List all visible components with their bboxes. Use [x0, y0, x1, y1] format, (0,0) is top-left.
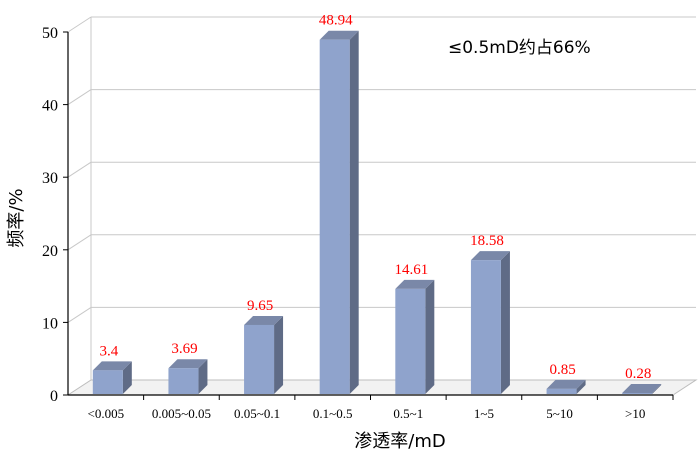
bar-side	[500, 251, 510, 394]
annotation-text: ≤0.5mD约占66%	[448, 38, 591, 58]
bar-top	[622, 383, 662, 393]
gridlines	[66, 16, 698, 396]
gridline-side	[67, 16, 92, 33]
gridline-side	[67, 306, 92, 323]
x-tick-label: 0.1~0.5	[313, 406, 353, 421]
x-tick-label: >10	[625, 406, 645, 421]
bar-side	[349, 30, 359, 395]
y-tick-labels: 0 10 20 30 40 50	[42, 25, 58, 405]
gridline-side	[67, 234, 92, 251]
bars	[92, 30, 662, 395]
data-label: 3.69	[171, 341, 197, 357]
y-tick-label: 30	[42, 170, 58, 187]
y-tick-label: 0	[50, 388, 58, 405]
y-axis-title: 频率/%	[6, 188, 27, 247]
bar-front	[395, 288, 426, 394]
bar-side	[652, 383, 662, 394]
gridline-side	[67, 89, 92, 106]
bar-top	[244, 315, 284, 325]
bar-front	[470, 260, 501, 394]
data-label: 48.94	[319, 13, 353, 29]
y-tick-label: 40	[42, 98, 58, 115]
bar	[168, 359, 208, 394]
data-label: 0.28	[625, 366, 651, 382]
data-label: 14.61	[394, 262, 428, 278]
x-tick-label: 0.005~0.05	[152, 406, 211, 421]
bar-front	[546, 388, 577, 394]
gridline-side	[67, 161, 92, 178]
bar-top	[395, 279, 435, 289]
bar	[319, 30, 359, 395]
bar	[92, 361, 132, 394]
data-label: 0.85	[549, 362, 575, 378]
bar-front	[319, 39, 350, 395]
bar-top	[470, 251, 510, 261]
bar-top	[319, 30, 359, 40]
x-tick-label: 0.5~1	[393, 406, 423, 421]
bar-side	[122, 361, 132, 394]
x-tick-label: 5~10	[546, 406, 573, 421]
bar-front	[622, 392, 653, 394]
x-tick-label: 0.05~0.1	[234, 406, 280, 421]
bar-top	[168, 359, 208, 369]
y-tick-label: 50	[42, 25, 58, 42]
x-tick-labels: <0.005 0.005~0.05 0.05~0.1 0.1~0.5 0.5~1 1~5 5…	[88, 406, 646, 421]
bar	[470, 251, 510, 394]
data-label: 3.4	[99, 343, 118, 359]
x-tick-label: <0.005	[88, 406, 125, 421]
bar-top	[546, 379, 586, 389]
bar	[622, 383, 662, 394]
data-label: 18.58	[470, 233, 504, 249]
y-tick-label: 20	[42, 243, 58, 260]
bar-side	[576, 379, 586, 394]
chart-floor	[66, 379, 698, 396]
bar-side	[425, 279, 435, 394]
bar-side	[274, 315, 284, 394]
bar-front	[92, 370, 123, 394]
bar-side	[198, 359, 208, 394]
y-tick-label: 10	[42, 315, 58, 332]
bar	[395, 279, 435, 394]
data-labels: 3.4 3.69 9.65 48.94 14.61 18.58 0.85 0.28	[99, 13, 651, 382]
axes	[63, 31, 674, 400]
bar-front	[244, 324, 275, 394]
x-tick-label: 1~5	[474, 406, 494, 421]
bar	[546, 379, 586, 394]
bar-front	[168, 368, 199, 394]
bar-top	[92, 361, 132, 371]
data-label: 9.65	[247, 298, 273, 314]
bar	[244, 315, 284, 394]
x-axis-title: 渗透率/mD	[354, 431, 445, 452]
